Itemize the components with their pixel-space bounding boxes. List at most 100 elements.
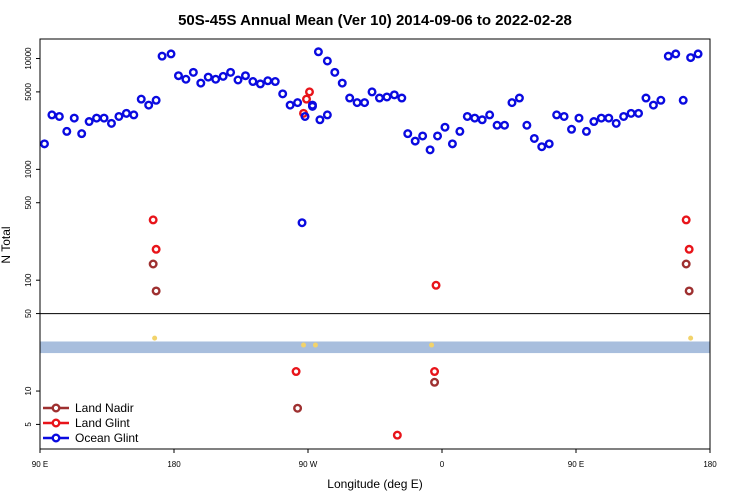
ocean-glint-point [99,113,109,123]
ocean-glint-point [248,77,258,87]
y-axis: 5 10 50 100 500 1000 5000 10000 [24,47,40,427]
ocean-glint-point [62,126,72,136]
small-marker [312,342,318,348]
land-glint-point [392,430,402,440]
y-axis-label: N Total [0,226,13,263]
ocean-glint-point [330,67,340,77]
ocean-glint-point [462,111,472,121]
land-nadir-point [684,286,694,296]
legend-ocean-glint-marker [51,433,61,443]
ocean-glint-point [686,53,696,63]
ocean-glint-point [596,113,606,123]
ocean-glint-point [47,110,57,120]
series-layer [39,47,703,440]
band [40,341,710,354]
land-glint-point [431,280,441,290]
chart-title: 50S-45S Annual Mean (Ver 10) 2014-09-06 … [178,12,572,29]
land-glint-point [304,87,314,97]
ocean-glint-point [574,113,584,123]
y-tick-label: 1000 [24,160,33,178]
small-marker [688,335,694,341]
legend-land-glint-marker [51,418,61,428]
ocean-glint-point [671,49,681,59]
ocean-glint-point [307,101,317,111]
ocean-glint-point [166,49,176,59]
ocean-glint-point [552,110,562,120]
ocean-glint-point [367,87,377,97]
ocean-glint-point [313,47,323,57]
small-marker-layer [152,335,694,348]
ocean-glint-point [300,111,310,121]
ocean-glint-point [360,98,370,108]
ocean-glint-point [157,51,167,61]
ocean-glint-point [136,94,146,104]
ocean-glint-point [500,120,510,130]
ocean-glint-point [77,129,87,139]
ocean-glint-point [54,111,64,121]
ocean-glint-point [403,129,413,139]
ocean-glint-point [255,79,265,89]
ocean-glint-point [84,117,94,127]
ocean-glint-point [604,113,614,123]
ocean-glint-point [352,98,362,108]
ocean-glint-point [345,93,355,103]
ocean-glint-point [151,95,161,105]
ocean-glint-point [626,108,636,118]
ocean-glint-point [455,126,465,136]
ocean-glint-point [447,139,457,149]
legend-land-nadir-label: Land Nadir [75,401,134,415]
y-tick-label: 100 [24,273,33,287]
land-glint-point [148,215,158,225]
ocean-glint-point [678,95,688,105]
ocean-glint-point [537,142,547,152]
land-nadir-point [681,259,691,269]
ocean-glint-point [619,111,629,121]
ocean-glint-point [278,89,288,99]
ocean-glint-point [337,78,347,88]
ocean-glint-point [240,71,250,81]
ocean-glint-point [39,139,49,149]
legend-land-glint-label: Land Glint [75,416,130,430]
ocean-glint-point [634,108,644,118]
y-tick-label: 5000 [24,82,33,100]
ocean-glint-point [106,118,116,128]
ocean-glint-point [121,108,131,118]
ocean-glint-point [293,98,303,108]
ocean-glint-point [218,71,228,81]
legend-land-nadir-marker [51,403,61,413]
x-axis-label: Longitude (deg E) [327,477,422,491]
ocean-glint-point [181,74,191,84]
x-tick-label: 180 [703,460,717,469]
land-glint-point [151,244,161,254]
ocean-glint-point [389,90,399,100]
ocean-glint-point [226,67,236,77]
ocean-glint-point [69,113,79,123]
ocean-glint-point [440,122,450,132]
land-glint-point [291,367,301,377]
ocean-glint-point [656,95,666,105]
legend-ocean-glint-label: Ocean Glint [75,431,139,445]
land-nadir-point [151,286,161,296]
ocean-glint-point [173,71,183,81]
x-tick-label: 90 E [568,460,584,469]
y-tick-label: 50 [24,309,33,318]
land-glint-point [430,367,440,377]
y-tick-label: 10 [24,386,33,395]
ocean-glint-point [270,77,280,87]
small-marker [152,335,158,341]
x-tick-label: 0 [440,460,445,469]
ocean-glint-point [129,110,139,120]
land-nadir-point [148,259,158,269]
ocean-glint-point [589,117,599,127]
ocean-glint-point [477,115,487,125]
ocean-glint-point [211,74,221,84]
x-axis: 90 E 180 90 W 0 90 E 180 [32,449,717,469]
land-glint-point [681,215,691,225]
x-tick-label: 180 [167,460,181,469]
land-glint-point [684,244,694,254]
ocean-glint-point [492,120,502,130]
x-tick-label: 90 E [32,460,48,469]
ocean-glint-point [507,98,517,108]
ocean-glint-point [693,49,703,59]
